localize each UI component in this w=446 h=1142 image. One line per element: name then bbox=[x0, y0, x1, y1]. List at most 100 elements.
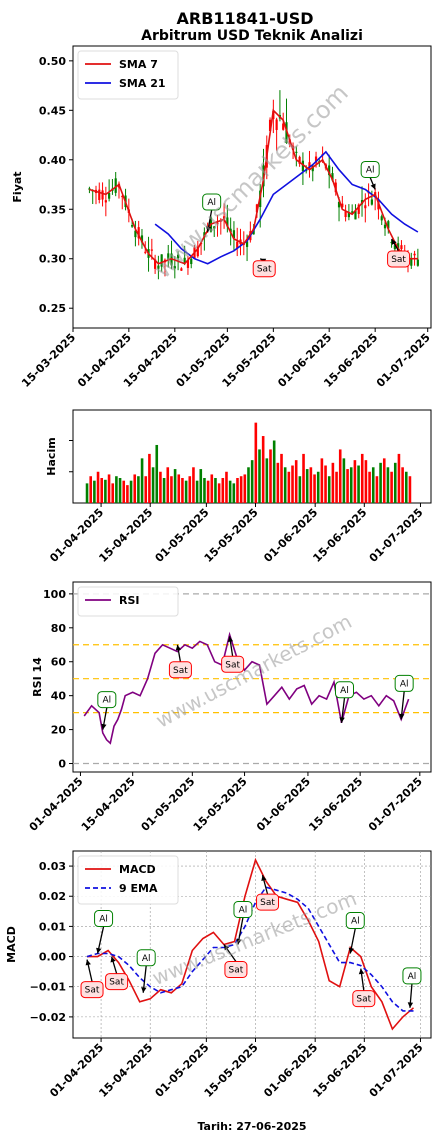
volume-bar bbox=[85, 483, 89, 503]
rsi-signal-box bbox=[394, 674, 414, 692]
volume-bar bbox=[217, 483, 221, 503]
volume-bar bbox=[360, 453, 364, 503]
price-candle-body bbox=[344, 211, 347, 218]
volume-bar bbox=[338, 449, 342, 503]
volume-bar bbox=[173, 469, 177, 503]
volume-bar bbox=[272, 440, 276, 503]
macd-signal-box bbox=[224, 961, 248, 978]
price-candle-body bbox=[134, 230, 137, 238]
volume-bar bbox=[283, 467, 287, 503]
volume-bar bbox=[287, 471, 291, 503]
macd-signal-arrowhead bbox=[85, 959, 91, 966]
price-candle-body bbox=[341, 203, 344, 208]
rsi-x-tick-label: 15-04-2025 bbox=[79, 775, 138, 834]
macd-y-tick-label: 0.01 bbox=[39, 920, 66, 933]
macd-signal-label: Sat bbox=[109, 978, 124, 988]
volume-y-axis-label: Hacim bbox=[45, 437, 58, 475]
volume-bar bbox=[258, 449, 261, 503]
price-candle-body bbox=[383, 224, 387, 229]
price-candle-body bbox=[140, 235, 144, 243]
rsi-signal-label: Al bbox=[400, 679, 409, 689]
macd-legend-box bbox=[77, 855, 179, 905]
price-candle-body bbox=[416, 259, 419, 266]
volume-bar bbox=[371, 467, 375, 503]
macd-signal-box bbox=[233, 901, 253, 918]
macd-signal-box bbox=[105, 973, 129, 991]
price-candle-body bbox=[298, 156, 301, 164]
volume-bar bbox=[159, 471, 162, 503]
volume-bar bbox=[291, 465, 294, 503]
price-candle-body bbox=[387, 221, 390, 229]
macd-signal-label: Al bbox=[408, 972, 417, 982]
volume-bar bbox=[195, 480, 199, 503]
price-candle-body bbox=[196, 246, 199, 257]
volume-panel: 01-04-202515-04-202501-05-202515-05-2025… bbox=[45, 409, 432, 565]
volume-bar bbox=[368, 471, 371, 503]
price-y-axis-label: Fiyat bbox=[11, 171, 24, 202]
macd-signal-arrowhead bbox=[96, 947, 102, 954]
rsi-x-tick-label: 15-05-2025 bbox=[191, 775, 250, 834]
volume-bar bbox=[393, 462, 397, 503]
volume-bar bbox=[111, 483, 115, 503]
volume-bar bbox=[151, 467, 155, 503]
volume-bar bbox=[327, 476, 331, 503]
rsi-signal-arrowhead bbox=[339, 717, 345, 723]
price-candle-body bbox=[229, 228, 232, 233]
volume-bar bbox=[313, 474, 316, 503]
price-y-tick-label: 0.40 bbox=[39, 154, 66, 167]
price-candle-body bbox=[370, 199, 373, 205]
volume-bar bbox=[100, 478, 104, 503]
rsi-y-tick-label: 40 bbox=[51, 690, 67, 703]
volume-bar bbox=[206, 480, 210, 503]
volume-bar bbox=[225, 471, 228, 503]
macd-y-tick-label: −0.01 bbox=[30, 981, 66, 994]
price-candle-body bbox=[177, 254, 180, 259]
volume-bar bbox=[382, 458, 386, 503]
rsi-y-tick-label: 60 bbox=[51, 656, 67, 669]
volume-bar bbox=[390, 471, 393, 503]
macd-signal-label: Al bbox=[99, 915, 108, 925]
macd-signal-box bbox=[256, 893, 280, 911]
rsi-signal-arrowhead bbox=[101, 723, 107, 730]
volume-bar bbox=[379, 462, 382, 503]
macd-signal-arrowhead bbox=[348, 947, 354, 954]
rsi-legend-label-rsi: RSI bbox=[119, 594, 140, 607]
macd-signal-arrowhead bbox=[261, 875, 267, 881]
volume-bar bbox=[210, 474, 214, 503]
price-panel: 15-03-202501-04-202515-04-202501-05-2025… bbox=[11, 45, 433, 390]
volume-bar bbox=[93, 480, 96, 503]
price-candle-body bbox=[108, 192, 111, 199]
volume-bar bbox=[342, 458, 346, 503]
volume-bar bbox=[137, 476, 140, 503]
price-legend-label-sma21: SMA 21 bbox=[119, 77, 166, 90]
volume-bar bbox=[316, 471, 320, 503]
volume-bar bbox=[269, 449, 272, 503]
volume-bar bbox=[236, 478, 239, 503]
price-candle-body bbox=[328, 165, 331, 176]
volume-bar bbox=[184, 480, 188, 503]
macd-signal-arrowhead bbox=[358, 968, 365, 975]
volume-bar bbox=[162, 478, 166, 503]
volume-bar bbox=[221, 478, 225, 503]
macd-y-axis-label: MACD bbox=[5, 926, 18, 963]
macd-signal-box bbox=[136, 949, 156, 967]
volume-bar bbox=[115, 476, 118, 503]
price-legend-box bbox=[77, 50, 179, 100]
price-candle-body bbox=[88, 188, 91, 190]
volume-bar bbox=[181, 478, 184, 503]
rsi-legend-box bbox=[77, 586, 179, 617]
price-candle-body bbox=[337, 202, 341, 208]
volume-bar bbox=[199, 469, 203, 503]
price-candle-body bbox=[236, 241, 239, 249]
volume-bar bbox=[320, 458, 324, 503]
volume-bar bbox=[144, 476, 148, 503]
volume-x-tick-label: 01-07-2025 bbox=[367, 506, 426, 565]
volume-bar bbox=[261, 436, 265, 503]
macd-line bbox=[87, 857, 415, 1031]
rsi-y-tick-label: 20 bbox=[51, 724, 67, 737]
rsi-signal-box bbox=[168, 661, 192, 679]
volume-bar bbox=[247, 467, 250, 503]
macd-frame bbox=[72, 850, 432, 1039]
macd-signal-label: Al bbox=[239, 906, 248, 916]
